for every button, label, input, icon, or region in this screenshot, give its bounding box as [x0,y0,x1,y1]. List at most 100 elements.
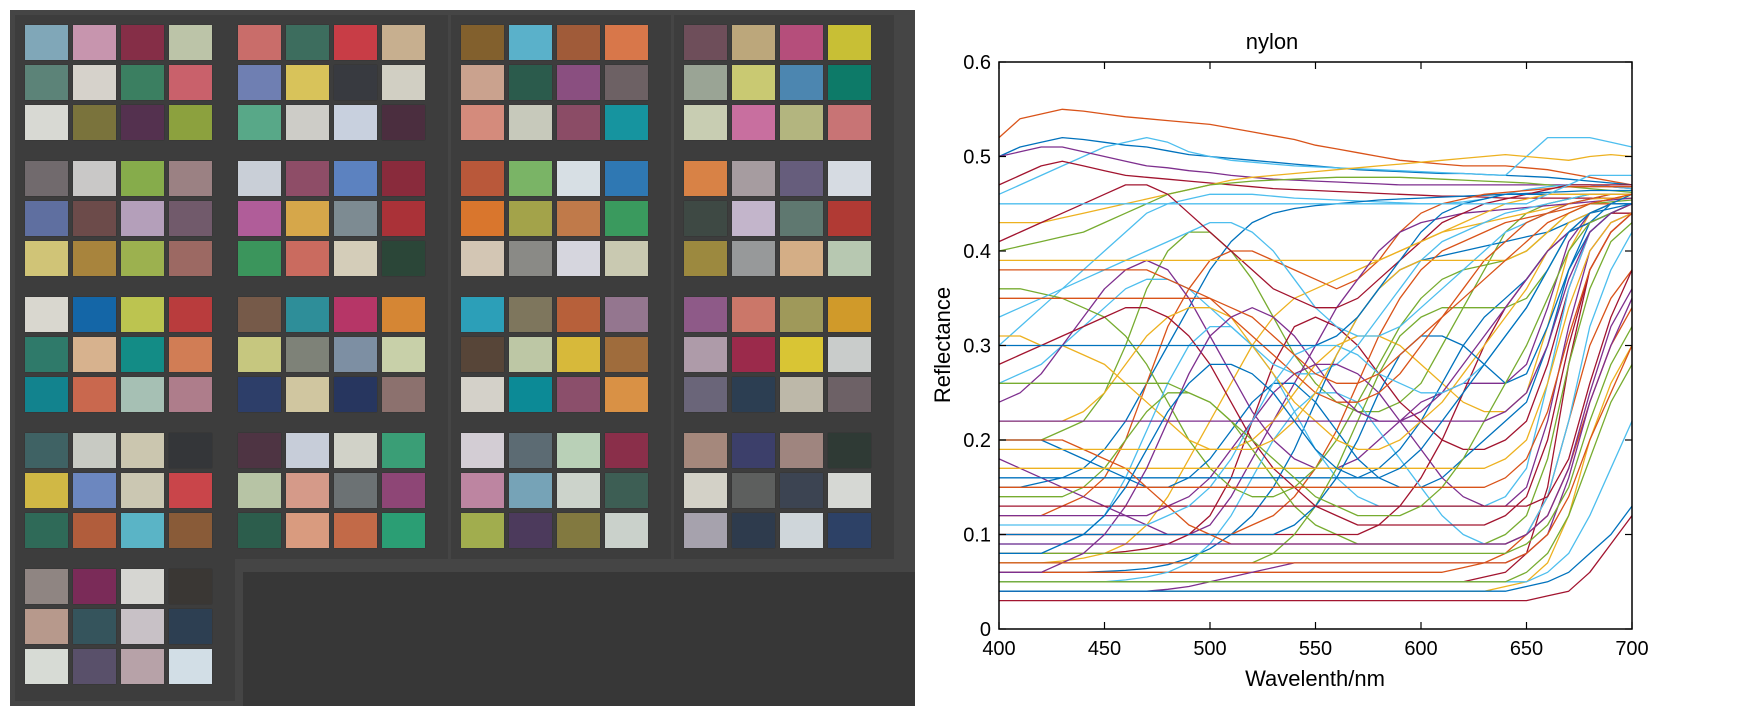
color-patch [121,377,164,412]
color-patch [73,569,116,604]
y-tick-label: 0.3 [963,336,991,358]
spectrum-line [999,298,1633,592]
color-patch [780,513,823,548]
color-patch [25,377,68,412]
color-patch [557,513,600,548]
spectrum-line [999,193,1633,488]
color-patch [828,337,871,372]
color-patch [73,513,116,548]
color-patch [780,433,823,468]
color-patch [780,65,823,100]
color-patch [780,377,823,412]
color-patch [238,337,281,372]
swatch-card [674,15,894,151]
color-patch [169,65,212,100]
color-patch [73,201,116,236]
color-patch [25,649,68,684]
color-patch [461,377,504,412]
color-patch [828,513,871,548]
color-patch [73,337,116,372]
color-patch [509,337,552,372]
color-patch [169,609,212,644]
color-patch [334,161,377,196]
color-patch [461,433,504,468]
y-tick-label: 0.5 [963,147,991,169]
color-patch [780,201,823,236]
color-patch [828,105,871,140]
color-patch [684,337,727,372]
swatch-card [228,287,448,423]
x-tick-label: 600 [1404,638,1437,660]
color-patch [732,337,775,372]
color-patch [732,25,775,60]
color-patch [382,297,425,332]
color-patch [732,241,775,276]
color-patch [509,241,552,276]
color-patch [73,161,116,196]
color-patch [461,337,504,372]
color-patch [684,65,727,100]
y-axis-ticks: 0 0.1 0.2 0.3 0.4 0.5 0.6 [963,52,1632,641]
color-patch [169,377,212,412]
color-patch [73,297,116,332]
spectrum-line [999,193,1633,384]
color-patch [334,377,377,412]
color-patch [334,105,377,140]
color-patch [286,513,329,548]
color-patch [121,297,164,332]
color-patch [73,241,116,276]
color-patch [684,377,727,412]
fabric-swatch-board [10,10,915,706]
color-patch [557,105,600,140]
color-patch [461,105,504,140]
spectrum-line [999,203,1632,555]
swatch-card [15,423,235,559]
spectrum-line [998,136,1633,186]
spectrum-line [998,203,1632,469]
color-patch [780,161,823,196]
swatch-card [674,151,894,287]
color-patch [121,241,164,276]
color-patch [828,433,871,468]
color-patch [684,201,727,236]
color-patch [382,201,425,236]
color-patch [238,65,281,100]
color-patch [509,297,552,332]
color-patch [334,473,377,508]
swatch-card [451,423,671,559]
spectrum-line [998,146,1633,190]
color-patch [286,25,329,60]
color-patch [25,433,68,468]
spectrum-line [999,288,1633,545]
color-patch [557,241,600,276]
color-patch [509,25,552,60]
x-axis-ticks: 400 450 500 550 600 650 700 [982,62,1649,660]
color-patch [238,377,281,412]
color-patch [382,433,425,468]
spectrum-line [999,174,1632,205]
color-patch [732,377,775,412]
x-tick-label: 550 [1299,638,1332,660]
color-patch [238,473,281,508]
swatch-card [674,287,894,423]
color-patch [334,513,377,548]
swatch-card [451,151,671,287]
color-patch [73,433,116,468]
color-patch [780,105,823,140]
color-patch [334,201,377,236]
swatch-card [674,423,894,559]
color-patch [828,377,871,412]
color-patch [732,65,775,100]
color-patch [828,201,871,236]
spectrum-line [999,505,1633,592]
spectrum-line [999,203,1632,573]
color-patch [382,337,425,372]
color-patch [286,473,329,508]
color-patch [605,241,648,276]
color-patch [461,513,504,548]
color-patch [732,433,775,468]
spectrum-line [998,176,1633,252]
spectrum-line [999,203,1633,573]
spectrum-line [999,193,1632,347]
color-patch [461,161,504,196]
